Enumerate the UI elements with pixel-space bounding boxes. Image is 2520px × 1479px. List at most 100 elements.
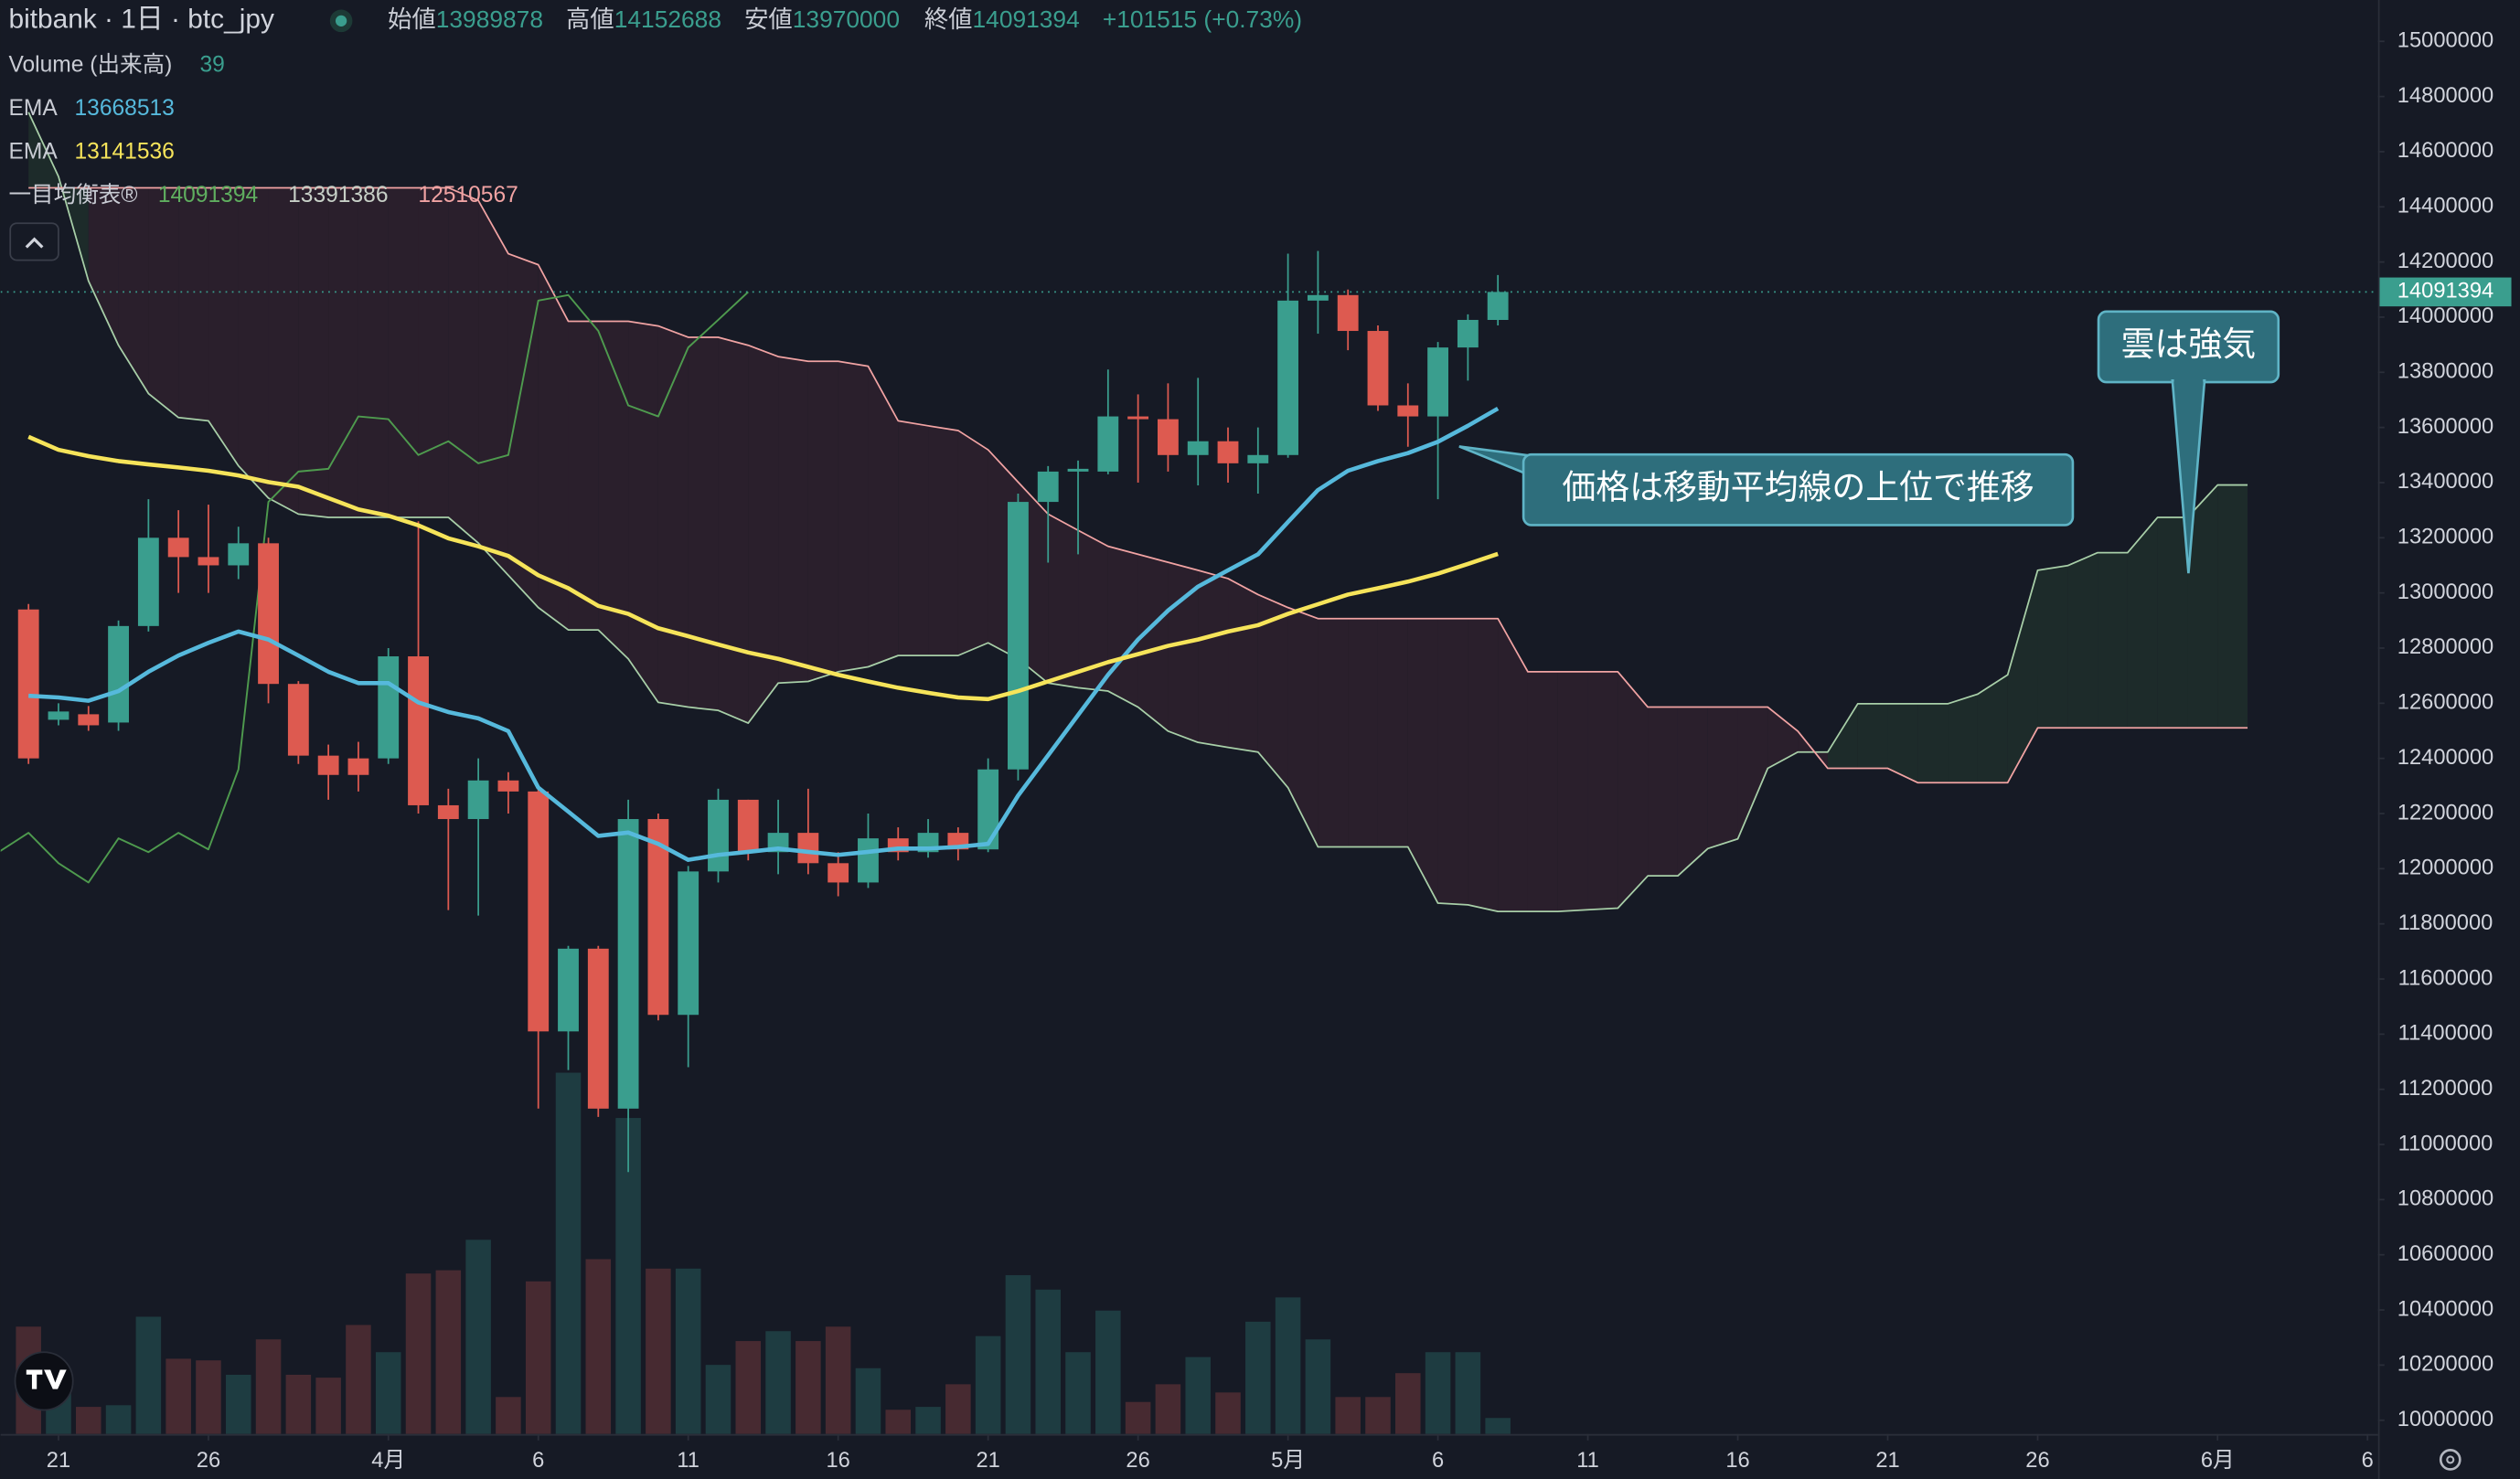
cloud-fill <box>358 187 389 517</box>
y-tick-label: 13800000 <box>2397 360 2493 384</box>
cloud-fill <box>898 420 929 656</box>
cloud-fill <box>1257 594 1288 788</box>
candle-body <box>108 625 129 723</box>
cloud-fill <box>2157 516 2188 729</box>
cloud-fill <box>388 187 419 517</box>
cloud-fill <box>1287 607 1319 847</box>
candle-body <box>708 799 729 872</box>
ohlc-value: 14091394 <box>973 5 1080 33</box>
candle-body <box>737 799 759 853</box>
candle-body <box>347 758 369 775</box>
ohlc-label: 安値 <box>744 5 793 33</box>
candle-body <box>617 819 639 1109</box>
candle-body <box>497 780 519 792</box>
span-b <box>28 186 2248 784</box>
y-tick-label: 11200000 <box>2398 1077 2493 1101</box>
volume-bar <box>1155 1384 1181 1434</box>
volume-bar <box>255 1339 282 1434</box>
y-tick-label: 11400000 <box>2398 1022 2493 1046</box>
volume-bar <box>1335 1397 1361 1434</box>
candle-body <box>558 948 579 1032</box>
plot-area <box>0 112 2378 1434</box>
legend-label: EMA <box>8 96 58 121</box>
x-tick-label: 21 <box>1875 1449 1899 1473</box>
volume-bar <box>646 1268 671 1434</box>
logo[interactable] <box>14 1351 74 1411</box>
cloud-fill <box>1228 578 1258 752</box>
legend-value: 39 <box>200 53 225 78</box>
volume-bar <box>1215 1392 1241 1434</box>
volume-bar <box>496 1397 521 1434</box>
volume-bar <box>765 1331 791 1434</box>
y-tick-label: 12000000 <box>2397 857 2493 880</box>
cloud-fill <box>1948 694 1978 783</box>
candle-body <box>408 656 429 805</box>
chevron-icon[interactable] <box>25 237 44 249</box>
volume-bar <box>885 1410 912 1434</box>
cloud-fill <box>1527 671 1558 912</box>
x-tick-label: 6 <box>2362 1449 2374 1473</box>
volume-bar <box>375 1352 401 1434</box>
candle-body <box>1157 419 1179 455</box>
cloud-fill <box>2037 565 2068 729</box>
y-tick-label: 12800000 <box>2397 635 2493 659</box>
cloud-fill <box>2007 569 2038 783</box>
candle-body <box>1037 471 1059 503</box>
y-tick-label: 10400000 <box>2397 1297 2493 1321</box>
volume-bar <box>1185 1357 1211 1434</box>
candle-body <box>678 871 699 1016</box>
y-tick-label: 14800000 <box>2397 84 2493 108</box>
cloud-fill <box>2187 484 2218 729</box>
x-tick-label: 6月 <box>2201 1449 2235 1473</box>
gear-hub[interactable] <box>2446 1455 2455 1464</box>
volume-bar <box>945 1384 971 1434</box>
cloud-fill <box>2098 552 2128 729</box>
x-tick-label: 21 <box>47 1449 70 1473</box>
candle-body <box>1067 468 1089 472</box>
cloud-fill <box>868 366 899 667</box>
status-dot <box>335 15 347 27</box>
change: +101515 (+0.73%) <box>1103 5 1302 33</box>
y-tick-label: 14200000 <box>2397 250 2493 273</box>
cloud-fill <box>2067 552 2098 729</box>
x-tick-label: 21 <box>976 1449 999 1473</box>
candle-body <box>587 948 609 1109</box>
chart-title: bitbank · 1日 · btc_jpy <box>8 5 273 35</box>
logo-mark[interactable] <box>26 1369 67 1389</box>
x-tick-label: 11 <box>677 1449 699 1473</box>
volume-bar <box>196 1360 221 1434</box>
candle-body <box>1277 300 1299 455</box>
y-tick-label: 14600000 <box>2397 139 2493 163</box>
legend-value: 12510567 <box>418 183 518 207</box>
logo-circle[interactable] <box>14 1351 74 1411</box>
candle-body <box>258 543 279 685</box>
collapse-button[interactable] <box>9 222 59 261</box>
cloud-fill <box>1827 703 1858 769</box>
gear-icon[interactable] <box>2439 1449 2461 1471</box>
annotation: 雲は強気 <box>2121 325 2257 363</box>
cloud-fill <box>718 336 749 724</box>
cloud-fill <box>1737 707 1768 839</box>
candle-body <box>1008 502 1029 770</box>
y-tick-label: 12200000 <box>2397 801 2493 825</box>
cloud-fill <box>118 187 149 394</box>
cloud-fill <box>1168 562 1199 743</box>
y-tick-label: 12600000 <box>2397 691 2493 715</box>
cloud-fill <box>448 187 479 544</box>
volume-bar <box>1485 1418 1511 1434</box>
cloud-fill <box>1407 618 1438 904</box>
volume-bar <box>465 1240 491 1434</box>
cloud-fill <box>1198 569 1229 748</box>
y-tick-label: 10600000 <box>2397 1242 2493 1266</box>
cloud-fill <box>1648 707 1678 877</box>
volume-bar <box>675 1268 701 1434</box>
y-tick-label: 11600000 <box>2398 966 2493 990</box>
volume-bar <box>855 1367 881 1434</box>
cloud-fill <box>268 187 299 515</box>
cloud-fill <box>1078 530 1108 692</box>
cloud-fill <box>1348 618 1378 847</box>
volume-bar <box>315 1378 341 1434</box>
settings-button[interactable] <box>2439 1449 2461 1471</box>
button-frame[interactable] <box>9 222 59 261</box>
y-tick-label: 11800000 <box>2398 911 2493 935</box>
